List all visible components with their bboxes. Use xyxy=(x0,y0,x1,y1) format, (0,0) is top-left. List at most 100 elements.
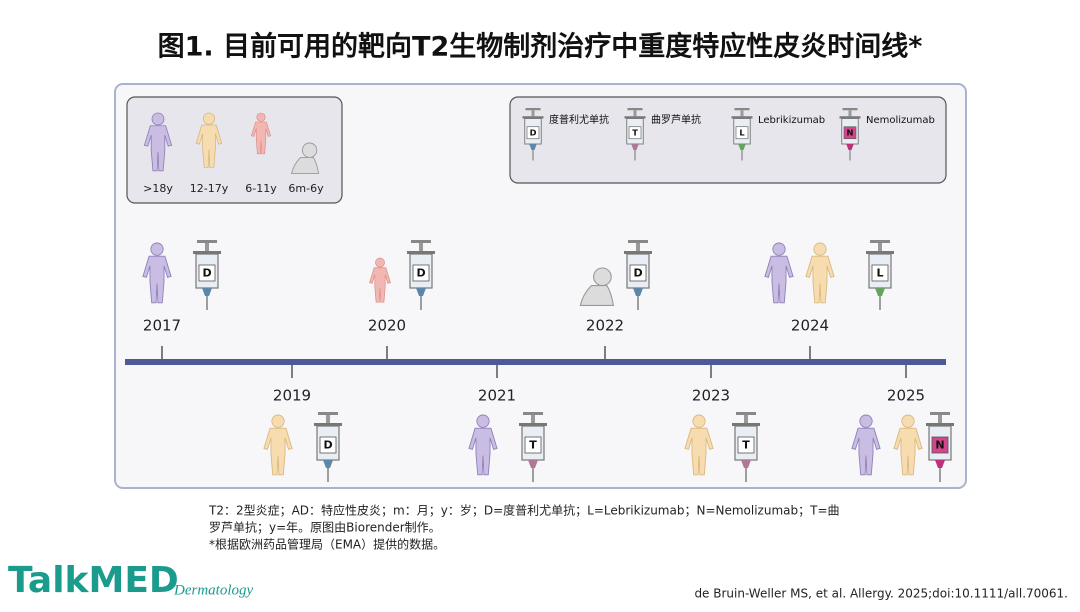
syringe-plunger xyxy=(878,243,882,251)
figure-body xyxy=(893,427,923,476)
syringe-flange xyxy=(731,116,753,119)
figure-body xyxy=(291,156,320,175)
figure xyxy=(468,414,498,476)
syringe-plunger xyxy=(531,415,535,423)
syringe: T xyxy=(519,412,547,482)
age-legend-box xyxy=(126,96,343,204)
figure-body xyxy=(142,255,172,304)
syringe-plunger-top xyxy=(736,412,756,415)
syringe-label xyxy=(319,436,337,454)
syringe: D xyxy=(624,240,652,310)
figure xyxy=(851,414,881,476)
logo-brand: TalkMED xyxy=(8,560,179,601)
year-label: 2024 xyxy=(791,317,829,335)
figure-body xyxy=(851,427,881,476)
figure-body xyxy=(195,124,223,168)
syringe-letter: D xyxy=(323,439,332,452)
year-label: 2023 xyxy=(692,387,730,405)
syringe-plunger-top xyxy=(411,240,431,243)
syringe-tip xyxy=(416,288,426,296)
figure xyxy=(195,112,223,168)
syringe-flange xyxy=(839,116,861,119)
syringe-flange xyxy=(732,423,760,426)
figure xyxy=(369,257,391,303)
syringe-plunger xyxy=(633,110,637,117)
syringe-label xyxy=(412,264,430,282)
syringe-plunger xyxy=(740,110,744,117)
syringe-flange xyxy=(519,423,547,426)
syringe-plunger-top xyxy=(525,108,541,111)
syringe-plunger-top xyxy=(628,240,648,243)
figure-body xyxy=(579,285,615,306)
figure xyxy=(579,267,615,306)
age-label: 12-17y xyxy=(190,182,229,195)
syringe-letter: D xyxy=(202,267,211,280)
figure xyxy=(893,414,923,476)
syringe-letter: T xyxy=(742,439,750,452)
syringe-plunger-top xyxy=(842,108,858,111)
figure-head xyxy=(593,267,612,287)
syringe-flange xyxy=(522,116,544,119)
syringe-letter: T xyxy=(632,128,638,138)
syringe-tip xyxy=(875,288,885,296)
syringe: L xyxy=(866,240,894,310)
year-label: 2025 xyxy=(887,387,925,405)
age-label: >18y xyxy=(143,182,173,195)
drug-label: 曲罗芦单抗 xyxy=(651,113,701,126)
drug-label: Lebrikizumab xyxy=(758,115,825,126)
syringe-letter: N xyxy=(935,439,944,452)
syringe: T xyxy=(732,412,760,482)
citation: de Bruin-Weller MS, et al. Allergy. 2025… xyxy=(694,587,1068,601)
figure-head xyxy=(301,142,318,158)
drug-label: Nemolizumab xyxy=(866,115,935,126)
title: 图1. 目前可用的靶向T2生物制剂治疗中重度特应性皮炎时间线* xyxy=(158,31,923,63)
syringe-plunger xyxy=(938,415,942,423)
syringe: D xyxy=(314,412,342,482)
syringe-plunger xyxy=(419,243,423,251)
syringe-letter: L xyxy=(876,267,883,280)
syringe-letter: N xyxy=(847,128,854,138)
syringe-tip xyxy=(529,144,537,150)
age-label: 6m-6y xyxy=(288,182,324,195)
syringe-label xyxy=(737,436,755,454)
figure-head xyxy=(772,242,786,256)
syringe-label xyxy=(526,126,540,140)
syringe-flange xyxy=(407,251,435,254)
syringe-plunger xyxy=(531,110,535,117)
syringe-label xyxy=(735,126,749,140)
figure xyxy=(291,142,320,175)
syringe-plunger-top xyxy=(627,108,643,111)
figure-body xyxy=(684,427,714,476)
syringe-plunger xyxy=(636,243,640,251)
year-label: 2020 xyxy=(368,317,406,335)
syringe-plunger-top xyxy=(930,412,950,415)
syringe-plunger xyxy=(848,110,852,117)
syringe-flange xyxy=(193,251,221,254)
syringe-label xyxy=(524,436,542,454)
syringe-label xyxy=(931,436,949,454)
footnote: 罗芦单抗；y=年。原图由Biorender制作。 xyxy=(209,520,441,535)
syringe: D xyxy=(193,240,221,310)
figure xyxy=(263,414,293,476)
syringe-tip xyxy=(738,144,746,150)
syringe-label xyxy=(871,264,889,282)
syringe-letter: T xyxy=(529,439,537,452)
figure-body xyxy=(143,125,173,172)
syringe-flange xyxy=(926,423,954,426)
syringe-label xyxy=(198,264,216,282)
figure-head xyxy=(901,414,915,428)
year-label: 2021 xyxy=(478,387,516,405)
year-label: 2019 xyxy=(273,387,311,405)
figure xyxy=(251,112,271,155)
figure xyxy=(805,242,835,304)
syringe-tip xyxy=(528,460,538,468)
figure-body xyxy=(263,427,293,476)
syringe-letter: D xyxy=(416,267,425,280)
syringe-tip xyxy=(202,288,212,296)
syringe-plunger xyxy=(205,243,209,251)
figure-head xyxy=(692,414,706,428)
figure-head xyxy=(150,242,164,256)
figure-head xyxy=(859,414,873,428)
